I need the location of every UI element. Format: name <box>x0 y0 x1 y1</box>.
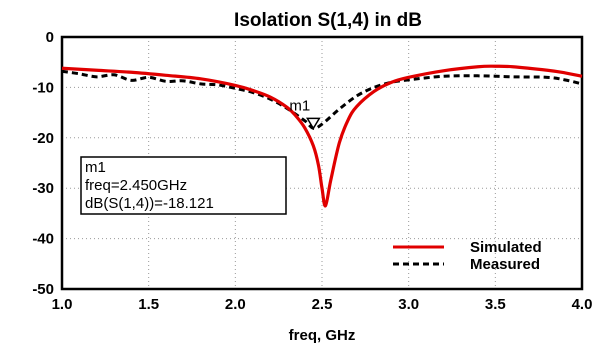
y-tick-label: -50 <box>32 281 54 298</box>
x-tick-label: 1.5 <box>138 296 159 313</box>
plot-frame <box>60 35 584 291</box>
marker-triangle <box>306 117 321 130</box>
marker-readout-box <box>80 156 287 215</box>
marker-label: m1 <box>289 97 310 114</box>
x-axis-label: freq, GHz <box>289 327 356 344</box>
y-tick-label: -30 <box>32 180 54 197</box>
x-tick-label: 3.0 <box>398 296 419 313</box>
marker-readout-name: m1 <box>85 159 106 176</box>
y-tick-label: -10 <box>32 79 54 96</box>
x-tick-label: 2.5 <box>312 296 333 313</box>
legend-label-measured: Measured <box>470 256 540 273</box>
y-tick-label: -20 <box>32 130 54 147</box>
marker-readout: m1 freq=2.450GHz dB(S(1,4))=-18.121 <box>80 156 287 215</box>
x-tick-label: 1.0 <box>52 296 73 313</box>
x-tick-label: 2.0 <box>225 296 246 313</box>
x-tick-label: 4.0 <box>572 296 593 313</box>
marker-readout-value: dB(S(1,4))=-18.121 <box>85 195 214 212</box>
legend-label-simulated: Simulated <box>470 239 542 256</box>
ticks-layer: 1.0 1.5 2.0 2.5 3.0 3.5 4.0 0 -10 -20 -30 -40 -50 <box>32 29 592 313</box>
marker-readout-freq: freq=2.450GHz <box>85 177 187 194</box>
x-tick-label: 3.5 <box>485 296 506 313</box>
y-tick-label: -40 <box>32 231 54 248</box>
chart-title: Isolation S(1,4) in dB <box>234 10 422 31</box>
y-tick-label: 0 <box>46 29 54 46</box>
series-line-simulated <box>61 64 583 208</box>
series-layer <box>61 64 583 208</box>
marker-layer: m1 <box>289 97 321 130</box>
legend: Simulated Measured <box>393 239 542 273</box>
